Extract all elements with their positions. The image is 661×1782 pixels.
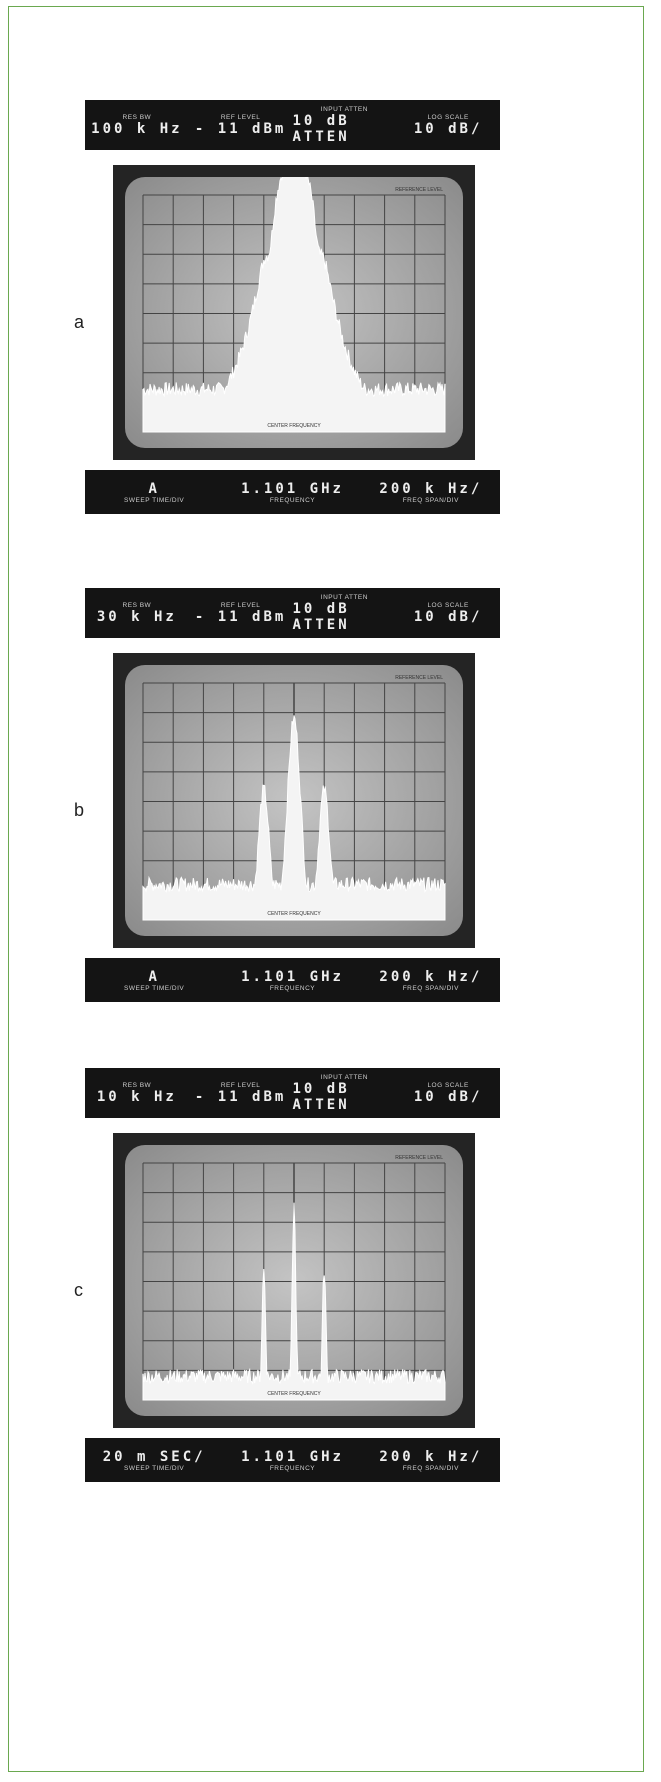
- field-value: 10 dB ATTEN: [292, 112, 350, 145]
- field-value: 30 k Hz: [96, 608, 177, 625]
- footer-bar: 20 m SEC/SWEEP TIME/DIV 1.101 GHz FREQUENC…: [85, 1438, 500, 1482]
- header-field: REF LEVEL - 11 dBm: [189, 588, 293, 638]
- field-caption: FREQUENCY: [269, 496, 316, 504]
- field-caption: INPUT ATTEN: [320, 105, 368, 113]
- field-value: 1.101 GHz: [241, 480, 344, 497]
- footer-bar: A SWEEP TIME/DIV 1.101 GHz FREQUENCY 200 k H…: [85, 470, 500, 514]
- header-field: LOG SCALE 10 dB/: [396, 100, 500, 150]
- header-bar: RES BW 100 k Hz REF LEVEL - 11 dBm INPUT ATT…: [85, 100, 500, 150]
- field-caption: FREQUENCY: [269, 984, 316, 992]
- header-field: LOG SCALE 10 dB/: [396, 588, 500, 638]
- panel-label: b: [74, 800, 85, 820]
- crt: REFERENCE LEVEL CENTER FREQUENCY: [125, 1145, 463, 1416]
- footer-field: 200 k Hz/FREQ SPAN/DIV: [362, 1438, 500, 1482]
- frame: [8, 6, 644, 1772]
- screen: REFERENCE LEVEL CENTER FREQUENCY: [113, 165, 475, 460]
- header-field: RES BW 10 k Hz: [85, 1068, 189, 1118]
- crt: REFERENCE LEVEL CENTER FREQUENCY: [125, 177, 463, 448]
- header-field: REF LEVEL - 11 dBm: [189, 1068, 293, 1118]
- field-caption: REF LEVEL: [220, 113, 261, 121]
- footer-field: 200 k Hz/FREQ SPAN/DIV: [362, 470, 500, 514]
- field-value: 20 m SEC/: [102, 1448, 206, 1465]
- field-caption: INPUT ATTEN: [320, 593, 368, 601]
- field-caption: FREQ SPAN/DIV: [402, 496, 459, 504]
- field-value: 1.101 GHz: [241, 968, 344, 985]
- header-field: INPUT ATTEN 10 dB ATTEN: [293, 1068, 397, 1118]
- field-value: 10 k Hz: [96, 1088, 177, 1105]
- field-value: 10 dB ATTEN: [292, 600, 350, 633]
- field-caption: SWEEP TIME/DIV: [124, 1464, 185, 1472]
- display: REFERENCE LEVEL CENTER FREQUENCY: [142, 675, 446, 921]
- crt: REFERENCE LEVEL CENTER FREQUENCY: [125, 665, 463, 936]
- center-label: CENTER FREQUENCY: [267, 1391, 321, 1397]
- field-value: A: [148, 480, 160, 497]
- footer-field: A SWEEP TIME/DIV: [85, 958, 223, 1002]
- field-value: - 11 dBm: [194, 1088, 287, 1105]
- field-caption: FREQ SPAN/DIV: [402, 1464, 459, 1472]
- footer-field: A SWEEP TIME/DIV: [85, 470, 223, 514]
- field-caption: SWEEP TIME/DIV: [124, 496, 185, 504]
- footer-field: 1.101 GHz FREQUENCY: [223, 470, 361, 514]
- field-caption: LOG SCALE: [427, 1081, 469, 1089]
- trace: [142, 177, 446, 433]
- center-label: CENTER FREQUENCY: [267, 423, 321, 429]
- center-label: CENTER FREQUENCY: [267, 911, 321, 917]
- panel-label: c: [74, 1280, 83, 1300]
- field-value: 10 dB/: [413, 120, 483, 137]
- footer-field: 1.101 GHz FREQUENCY: [223, 1438, 361, 1482]
- field-value: 10 dB/: [413, 608, 483, 625]
- field-caption: INPUT ATTEN: [320, 1073, 368, 1081]
- display: REFERENCE LEVEL CENTER FREQUENCY: [142, 177, 446, 433]
- screen: REFERENCE LEVEL CENTER FREQUENCY: [113, 653, 475, 948]
- header-field: LOG SCALE 10 dB/: [396, 1068, 500, 1118]
- field-caption: LOG SCALE: [427, 113, 469, 121]
- field-caption: RES BW: [122, 113, 152, 121]
- field-caption: FREQ SPAN/DIV: [402, 984, 459, 992]
- field-value: 10 dB/: [413, 1088, 483, 1105]
- footer-field: 200 k Hz/FREQ SPAN/DIV: [362, 958, 500, 1002]
- reference-label: REFERENCE LEVEL: [395, 675, 443, 681]
- field-value: 1.101 GHz: [241, 1448, 344, 1465]
- field-value: - 11 dBm: [194, 120, 287, 137]
- field-value: 100 k Hz: [91, 120, 183, 137]
- footer-field: 20 m SEC/SWEEP TIME/DIV: [85, 1438, 223, 1482]
- field-value: 200 k Hz/: [379, 1448, 483, 1465]
- field-value: 200 k Hz/: [379, 968, 483, 985]
- field-caption: RES BW: [122, 1081, 152, 1089]
- field-caption: LOG SCALE: [427, 601, 469, 609]
- field-caption: REF LEVEL: [220, 1081, 261, 1089]
- header-field: INPUT ATTEN 10 dB ATTEN: [293, 588, 397, 638]
- header-field: REF LEVEL - 11 dBm: [189, 100, 293, 150]
- field-value: 10 dB ATTEN: [292, 1080, 350, 1113]
- reference-label: REFERENCE LEVEL: [395, 187, 443, 193]
- footer-field: 1.101 GHz FREQUENCY: [223, 958, 361, 1002]
- field-caption: REF LEVEL: [220, 601, 261, 609]
- field-caption: FREQUENCY: [269, 1464, 316, 1472]
- reference-label: REFERENCE LEVEL: [395, 1155, 443, 1161]
- header-field: INPUT ATTEN 10 dB ATTEN: [293, 100, 397, 150]
- screen: REFERENCE LEVEL CENTER FREQUENCY: [113, 1133, 475, 1428]
- header-field: RES BW 100 k Hz: [85, 100, 189, 150]
- display: REFERENCE LEVEL CENTER FREQUENCY: [142, 1155, 446, 1401]
- field-value: A: [148, 968, 160, 985]
- field-caption: RES BW: [122, 601, 152, 609]
- panel-label: a: [74, 312, 85, 332]
- footer-bar: A SWEEP TIME/DIV 1.101 GHz FREQUENCY 200 k H…: [85, 958, 500, 1002]
- field-value: - 11 dBm: [194, 608, 287, 625]
- header-field: RES BW 30 k Hz: [85, 588, 189, 638]
- field-caption: SWEEP TIME/DIV: [124, 984, 185, 992]
- trace: [142, 1202, 446, 1401]
- field-value: 200 k Hz/: [379, 480, 483, 497]
- header-bar: RES BW 30 k Hz REF LEVEL - 11 dBm INPUT ATTE…: [85, 588, 500, 638]
- header-bar: RES BW 10 k Hz REF LEVEL - 11 dBm INPUT ATTE…: [85, 1068, 500, 1118]
- trace: [142, 715, 446, 921]
